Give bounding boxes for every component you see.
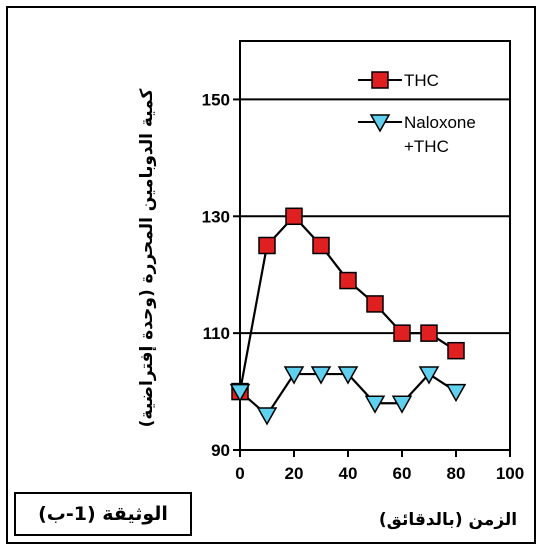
naloxone-thc-data-point <box>310 366 332 385</box>
gridlines <box>240 98 510 335</box>
x-tick-label: 60 <box>393 464 412 483</box>
legend-thc-marker <box>371 71 389 89</box>
naloxone-thc-data-point <box>337 366 359 385</box>
thc-data-point <box>312 236 330 255</box>
figure-frame <box>6 6 536 544</box>
naloxone-thc-data-point <box>229 383 251 403</box>
naloxone-thc-data-point <box>256 407 278 426</box>
legend-naloxone-label-line2: +THC <box>404 137 449 156</box>
naloxone-thc-data-point <box>364 395 386 414</box>
thc-data-point <box>339 271 357 290</box>
thc-data-point <box>447 341 465 360</box>
x-tick-label: 100 <box>496 464 524 483</box>
naloxone-thc-data-point <box>391 395 413 414</box>
plot-area <box>239 40 511 451</box>
legend: THC Naloxone +THC <box>358 71 476 156</box>
thc-data-point <box>393 324 411 342</box>
thc-data-point <box>285 207 303 226</box>
naloxone-thc-data-point <box>418 366 440 385</box>
x-tick-label: 20 <box>285 464 304 483</box>
x-tick-label: 40 <box>339 464 358 483</box>
x-tick-label: 80 <box>447 464 466 483</box>
thc-data-point <box>366 295 384 313</box>
y-tick-label: 90 <box>211 441 230 460</box>
thc-data-point <box>420 324 438 342</box>
document-label: الوثيقة (1-ب) <box>14 492 192 536</box>
x-tick-label: 0 <box>235 464 244 483</box>
y-tick-label: 150 <box>202 90 230 109</box>
thc-data-point <box>258 236 276 255</box>
y-tick-label: 130 <box>202 207 230 226</box>
legend-thc-label: THC <box>404 71 439 90</box>
x-axis-label: الزمن (بالدقائق) <box>379 510 517 530</box>
naloxone-thc-data-point <box>445 383 467 403</box>
legend-naloxone-label-line1: Naloxone <box>404 113 476 132</box>
y-tick-label: 110 <box>203 324 230 343</box>
legend-naloxone-marker <box>369 114 391 133</box>
y-axis-label: كمية الدوبامين المحررة (وحدة إفتراضية) <box>137 88 157 427</box>
naloxone-thc-data-point <box>283 366 305 385</box>
